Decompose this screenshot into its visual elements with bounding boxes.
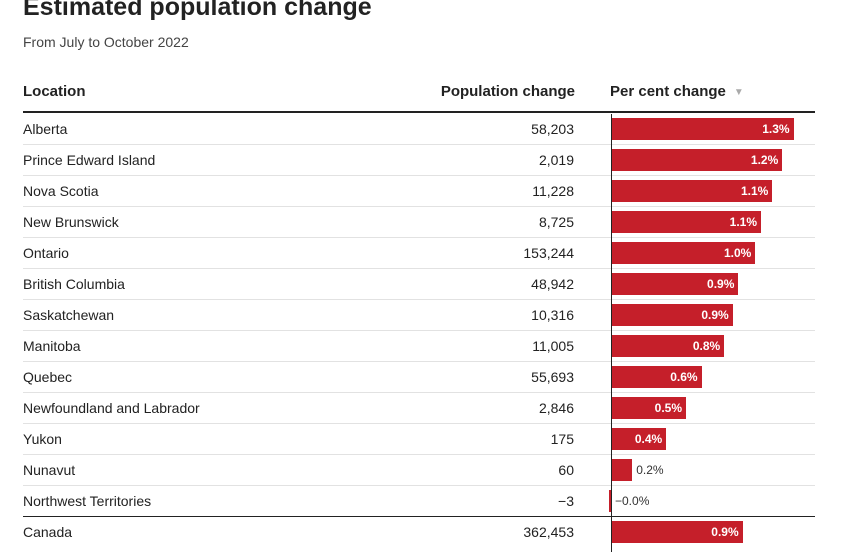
row-separator [23,423,815,424]
population-change-cell: −3 [558,493,574,509]
sort-descending-icon[interactable]: ▼ [733,87,744,98]
population-change-cell: 10,316 [531,307,574,323]
per-cent-change-bar [611,273,739,295]
per-cent-change-bar [611,459,633,481]
column-header-per-cent-change[interactable]: Per cent change ▼ [610,83,744,102]
population-change-cell: 11,228 [532,183,574,199]
total-rule [23,516,815,517]
table-row: Yukon 175 0.4% [23,424,815,455]
row-separator [23,299,815,300]
row-separator [23,392,815,393]
population-change-cell: 55,693 [531,369,574,385]
per-cent-change-label: −0.0% [615,494,650,508]
population-change-cell: 153,244 [523,245,574,261]
per-cent-change-label: 0.9% [701,308,729,322]
per-cent-change-bar [611,335,725,357]
header-rule [23,111,815,113]
table-row: Nova Scotia 11,228 1.1% [23,176,815,207]
per-cent-change-label: 0.9% [711,525,739,539]
per-cent-change-label: 1.1% [740,184,769,198]
per-cent-change-bar [611,149,783,171]
location-cell: British Columbia [23,276,125,292]
column-header-per-cent-label: Per cent change [610,83,726,100]
location-cell: Manitoba [23,338,81,354]
per-cent-change-label: 1.2% [750,153,779,167]
table-row: New Brunswick 8,725 1.1% [23,207,815,238]
per-cent-change-label: 0.9% [707,277,735,291]
row-separator [23,268,815,269]
population-change-cell: 60 [558,462,574,478]
per-cent-change-bar [611,397,686,419]
bar-baseline-axis [611,114,612,552]
per-cent-change-bar [611,242,756,264]
population-change-cell: 8,725 [538,214,574,230]
per-cent-change-bar [611,366,702,388]
column-header-location[interactable]: Location [23,83,86,100]
table-row: Newfoundland and Labrador 2,846 0.5% [23,393,815,424]
row-separator [23,144,815,145]
per-cent-change-bar [611,428,667,450]
table-row: Ontario 153,244 1.0% [23,238,815,269]
population-change-cell: 2,019 [538,152,574,168]
population-change-cell: 11,005 [532,338,574,354]
location-cell: Ontario [23,245,69,261]
per-cent-change-bar [609,490,611,512]
location-cell: Canada [23,524,73,540]
row-separator [23,361,815,362]
table-row: British Columbia 48,942 0.9% [23,269,815,300]
per-cent-change-bar [611,211,762,233]
population-change-cell: 362,453 [523,524,574,540]
per-cent-change-bar [611,180,773,202]
location-cell: Saskatchewan [23,307,115,323]
per-cent-change-label: 0.5% [654,401,682,415]
per-cent-change-label: 0.8% [692,339,721,353]
location-cell: Nova Scotia [23,183,99,199]
table-row: Prince Edward Island 2,019 1.2% [23,145,815,176]
table-row: Saskatchewan 10,316 0.9% [23,300,815,331]
column-header-population-change[interactable]: Population change [440,83,575,100]
per-cent-change-bar [611,304,733,326]
per-cent-change-label: 0.6% [670,370,698,384]
per-cent-change-label: 1.0% [724,246,752,260]
location-cell: Alberta [23,121,68,137]
population-change-cell: 175 [550,431,574,447]
per-cent-change-label: 0.2% [636,463,664,477]
table-row: Nunavut 60 0.2% [23,455,815,486]
location-cell: Yukon [23,431,62,447]
table-row: Quebec 55,693 0.6% [23,362,815,393]
location-cell: Prince Edward Island [23,152,156,168]
per-cent-change-label: 1.3% [762,122,790,136]
table-row: Northwest Territories −3 −0.0% [23,486,815,517]
chart-title: Estimated population change [23,0,372,21]
row-separator [23,485,815,486]
location-cell: Quebec [23,369,73,385]
location-cell: Northwest Territories [23,493,152,509]
table-row: Manitoba 11,005 0.8% [23,331,815,362]
location-cell: Nunavut [23,462,76,478]
location-cell: New Brunswick [23,214,119,230]
location-cell: Newfoundland and Labrador [23,400,200,416]
per-cent-change-label: 1.1% [729,215,758,229]
row-separator [23,237,815,238]
row-separator [23,330,815,331]
per-cent-change-bar [611,118,794,140]
table-body: Alberta 58,203 1.3% Prince Edward Island 2,0… [0,114,842,552]
row-separator [23,454,815,455]
table-row-total: Canada 362,453 0.9% [23,516,815,548]
row-separator [23,175,815,176]
population-change-cell: 58,203 [531,121,574,137]
row-separator [23,206,815,207]
per-cent-change-bar [611,521,743,543]
population-change-cell: 2,846 [538,400,574,416]
table-row: Alberta 58,203 1.3% [23,114,815,145]
population-change-cell: 48,942 [531,276,574,292]
per-cent-change-label: 0.4% [634,432,663,446]
chart-subtitle: From July to October 2022 [23,34,189,50]
